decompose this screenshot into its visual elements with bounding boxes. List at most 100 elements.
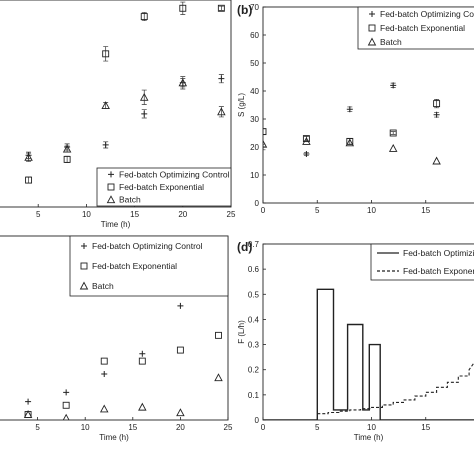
legend-box (96, 167, 232, 207)
data-point (102, 50, 110, 58)
x-tick-label: 5 (36, 210, 41, 219)
data-point (100, 357, 108, 365)
data-point (179, 4, 187, 12)
legend-marker-2 (80, 262, 88, 270)
plot-frame (0, 0, 232, 208)
error-bar (26, 176, 32, 184)
data-point (390, 82, 397, 89)
x-tick-label: 5 (35, 423, 40, 432)
legend-box (357, 6, 474, 50)
data-point (101, 371, 108, 377)
legend-marker-1 (108, 171, 114, 178)
y-tick-label: 0 (255, 416, 260, 425)
legend-marker-2 (368, 24, 376, 32)
legend-marker-2 (107, 183, 115, 191)
panel-tag: (d) (237, 240, 252, 254)
y-axis-label: F (L/h) (237, 320, 246, 344)
legend-entry: Batch (380, 37, 402, 47)
data-point (176, 408, 185, 417)
y-tick-label: 0.6 (248, 265, 260, 274)
data-point (303, 151, 310, 157)
x-tick-label: 10 (367, 206, 376, 215)
data-point (102, 141, 109, 148)
data-point (139, 350, 146, 357)
legend-entry: Fed-batch Optimizing Control (119, 169, 230, 179)
data-point (140, 13, 148, 21)
data-point (215, 331, 222, 339)
y-axis-label: S (g/L) (237, 93, 246, 117)
y-tick-label: 60 (250, 31, 259, 40)
data-point (177, 302, 184, 309)
series-line-1 (263, 288, 474, 420)
x-tick-label: 25 (227, 210, 236, 219)
x-tick-label: 10 (367, 423, 376, 432)
legend-entry: Fed-batch Exponential (403, 266, 474, 276)
data-point (214, 373, 223, 382)
series-group (24, 1, 226, 184)
error-bar (103, 46, 109, 62)
error-bar (390, 131, 396, 135)
chart-panel-3: 5 10 15 20 25 Time (h) Fed-batch Optimizing Co… (0, 235, 233, 442)
x-tick-label: 25 (224, 423, 233, 432)
y-tick-label: 0 (255, 199, 260, 208)
legend: Fed-batch Optimizing Control Fed-batch Ex… (357, 6, 474, 50)
legend-box (69, 235, 229, 297)
y-tick-label: 0.1 (248, 391, 260, 400)
data-point (23, 410, 33, 418)
legend-entry: Fed-batch Optimizing Control (380, 9, 474, 19)
legend-entry: Batch (92, 281, 114, 291)
legend-marker-1 (369, 11, 375, 17)
y-tick-label: 70 (250, 3, 259, 12)
legend-box (370, 243, 474, 281)
data-point (345, 138, 355, 147)
x-tick-label: 5 (315, 423, 320, 432)
data-point (101, 101, 110, 110)
data-point (138, 357, 146, 365)
legend-marker-3 (367, 37, 377, 46)
y-tick-label: 0.5 (248, 290, 260, 299)
legend: Fed-batch Optimizing Control Fed-batch Ex… (370, 243, 474, 281)
data-point (302, 135, 310, 143)
y-tick-label: 0.3 (248, 341, 260, 350)
error-bar (180, 1, 186, 15)
data-point (139, 92, 149, 101)
data-point (63, 389, 70, 396)
x-tick-label: 10 (82, 210, 91, 219)
x-tick-label: 0 (261, 206, 266, 215)
x-tick-label: 0 (261, 423, 266, 432)
legend-marker-3 (106, 195, 116, 204)
y-tick-label: 0.4 (248, 315, 260, 324)
data-point (263, 128, 267, 136)
data-point (62, 413, 70, 420)
legend-entry: Fed-batch Optimizing Control (92, 241, 203, 251)
data-point (433, 100, 441, 108)
y-tick-label: 40 (250, 87, 259, 96)
data-point (63, 155, 71, 163)
x-axis-label: Time (h) (99, 433, 129, 442)
x-tick-label: 5 (315, 206, 320, 215)
y-tick-label: 0.7 (248, 240, 260, 249)
error-bar (218, 5, 224, 11)
legend-marker-3 (79, 281, 89, 290)
x-tick-label: 15 (128, 423, 137, 432)
x-tick-label: 15 (421, 423, 430, 432)
x-tick-label: 15 (421, 206, 430, 215)
data-point (217, 4, 225, 12)
data-point (25, 398, 32, 405)
data-point (24, 152, 33, 161)
data-point (62, 401, 70, 409)
series-line-2 (317, 361, 474, 415)
data-point (346, 106, 353, 113)
legend-entry: Fed-batch Exponential (92, 261, 177, 271)
data-point (389, 129, 397, 137)
y-tick-label: 50 (250, 59, 259, 68)
data-point (217, 107, 226, 116)
legend-entry: Fed-batch Exponential (119, 182, 204, 192)
data-point (218, 75, 225, 82)
data-point (25, 176, 33, 184)
legend: Fed-batch Optimizing Control Fed-batch Ex… (96, 167, 232, 207)
data-point (141, 110, 148, 117)
error-bar (263, 128, 266, 135)
